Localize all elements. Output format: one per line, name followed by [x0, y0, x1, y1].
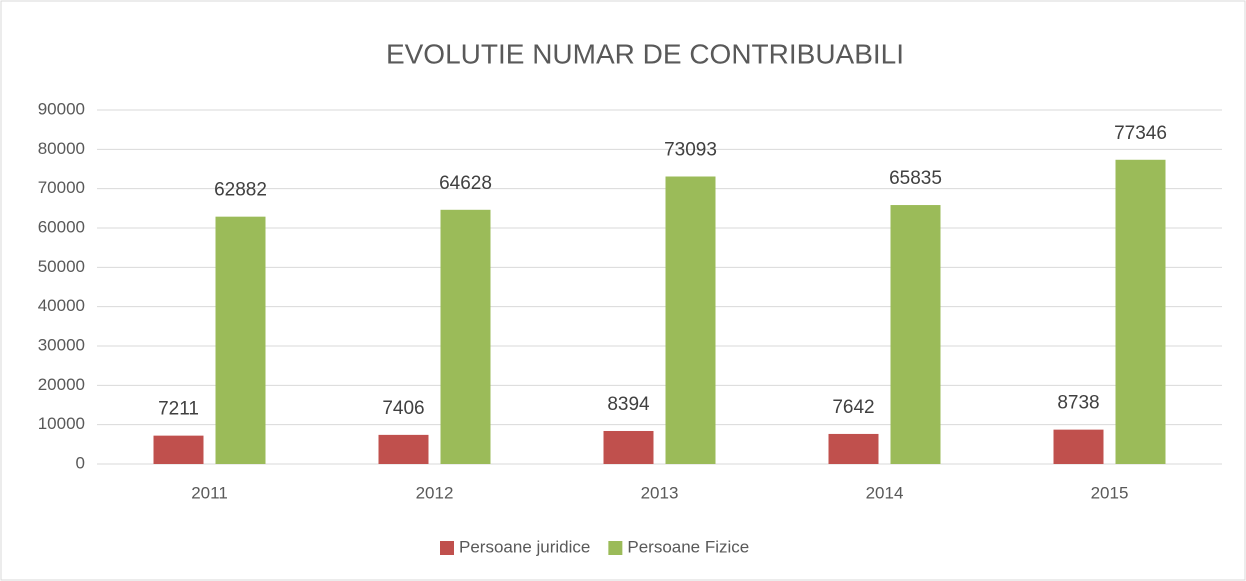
data-label: 8738 — [1057, 393, 1099, 414]
bar — [890, 205, 941, 464]
bar — [1053, 429, 1104, 464]
y-tick-label: 0 — [76, 453, 85, 472]
data-label: 8394 — [607, 394, 650, 415]
y-tick-label: 10000 — [38, 414, 85, 433]
x-tick-label: 2011 — [191, 483, 228, 502]
data-label: 62882 — [214, 180, 267, 201]
x-tick-label: 2012 — [416, 483, 454, 502]
bar — [215, 216, 266, 464]
data-label: 7211 — [158, 399, 199, 420]
y-tick-label: 20000 — [38, 375, 85, 394]
y-tick-label: 70000 — [38, 178, 85, 197]
x-tick-label: 2015 — [1091, 483, 1129, 502]
chart-title: EVOLUTIE NUMAR DE CONTRIBUABILI — [386, 38, 904, 69]
data-label: 7406 — [382, 398, 424, 419]
legend-swatch — [440, 541, 454, 555]
legend-label: Persoane Fizice — [627, 537, 749, 556]
x-tick-label: 2013 — [641, 483, 679, 502]
bar — [440, 209, 491, 464]
bar — [1115, 159, 1166, 464]
x-tick-label: 2014 — [866, 483, 904, 502]
data-label: 77346 — [1114, 123, 1167, 144]
data-label: 64628 — [439, 173, 492, 194]
y-tick-label: 60000 — [38, 217, 85, 236]
y-tick-label: 80000 — [38, 139, 85, 158]
bar — [665, 176, 716, 465]
bar — [378, 434, 429, 464]
data-label: 73093 — [664, 140, 717, 161]
data-label: 65835 — [889, 168, 942, 189]
data-label: 7642 — [832, 397, 874, 418]
bar — [153, 435, 204, 464]
y-tick-label: 30000 — [38, 335, 85, 354]
y-tick-label: 90000 — [38, 99, 85, 118]
bar — [603, 430, 654, 464]
y-tick-label: 40000 — [38, 296, 85, 315]
legend-label: Persoane juridice — [459, 537, 590, 556]
legend-swatch — [608, 541, 623, 555]
y-tick-label: 50000 — [38, 257, 85, 276]
bar — [828, 433, 879, 464]
